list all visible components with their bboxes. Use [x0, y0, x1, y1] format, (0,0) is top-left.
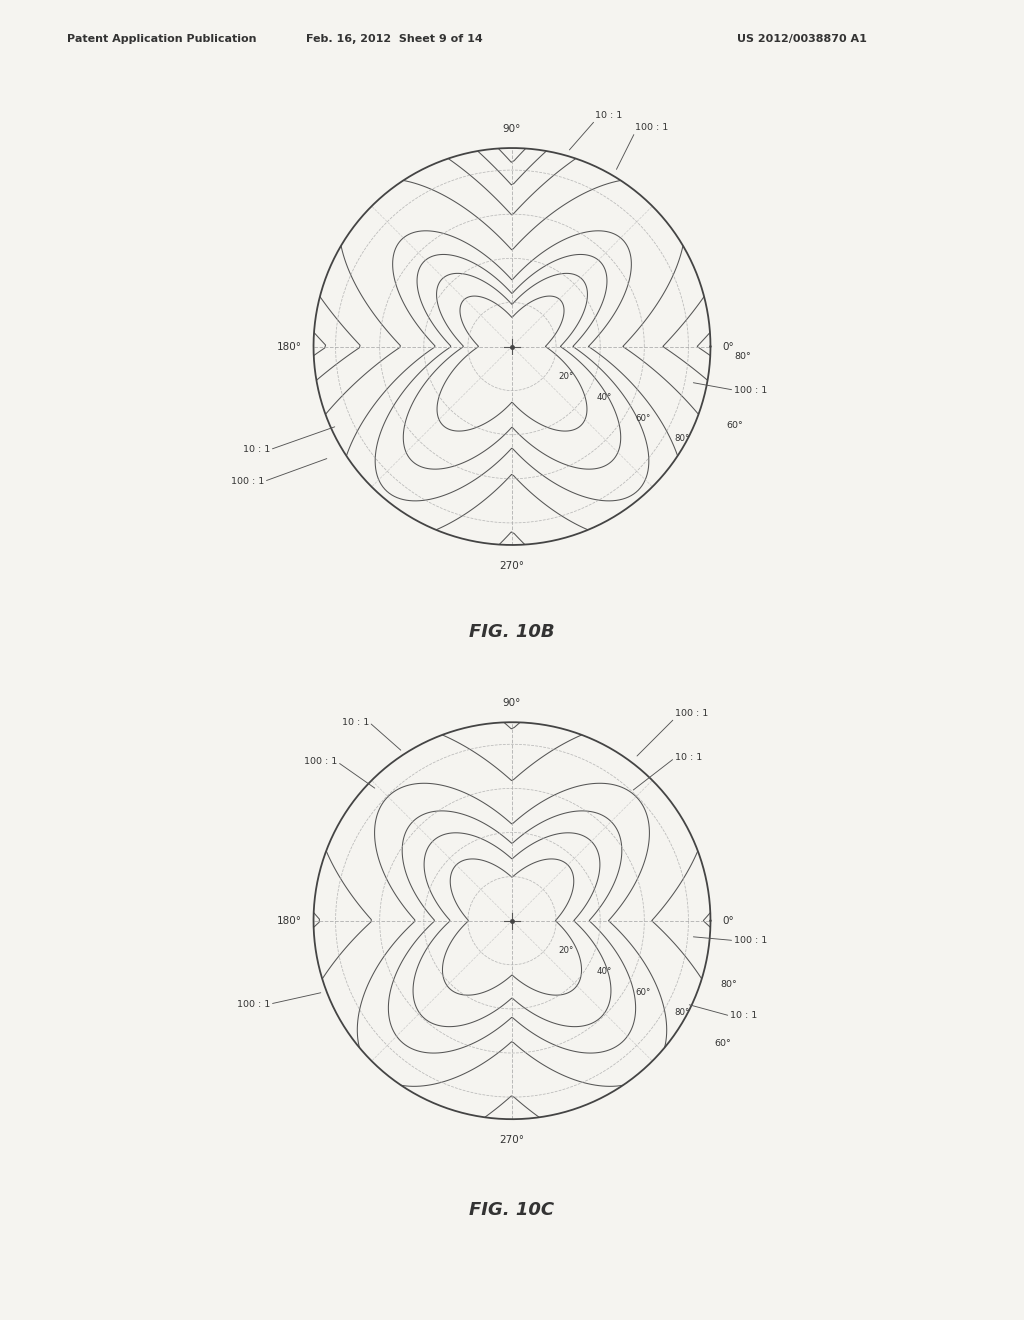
Text: 90°: 90° — [503, 124, 521, 135]
Text: 60°: 60° — [636, 987, 651, 997]
Text: 100 : 1: 100 : 1 — [635, 123, 669, 132]
Text: 270°: 270° — [500, 1135, 524, 1144]
Text: 100 : 1: 100 : 1 — [675, 709, 708, 718]
Text: 90°: 90° — [503, 698, 521, 709]
Text: Patent Application Publication: Patent Application Publication — [67, 33, 256, 44]
Text: US 2012/0038870 A1: US 2012/0038870 A1 — [737, 33, 867, 44]
Text: 100 : 1: 100 : 1 — [237, 999, 270, 1008]
Text: 80°: 80° — [721, 979, 737, 989]
Text: 10 : 1: 10 : 1 — [243, 445, 270, 454]
Text: 20°: 20° — [558, 946, 573, 956]
Text: 60°: 60° — [726, 421, 743, 430]
Text: 100 : 1: 100 : 1 — [304, 758, 337, 767]
Text: 60°: 60° — [715, 1039, 731, 1048]
Text: 100 : 1: 100 : 1 — [230, 477, 264, 486]
Text: FIG. 10B: FIG. 10B — [469, 623, 555, 642]
Text: 180°: 180° — [276, 342, 302, 351]
Text: 270°: 270° — [500, 561, 524, 570]
Text: 10 : 1: 10 : 1 — [730, 1011, 758, 1020]
Text: 80°: 80° — [675, 1008, 690, 1018]
Text: 0°: 0° — [722, 916, 734, 925]
Text: 60°: 60° — [636, 413, 651, 422]
Text: 80°: 80° — [675, 434, 690, 444]
Text: 180°: 180° — [276, 916, 302, 925]
Text: 100 : 1: 100 : 1 — [734, 936, 768, 945]
Text: 0°: 0° — [722, 342, 734, 351]
Text: FIG. 10C: FIG. 10C — [469, 1201, 555, 1220]
Text: 80°: 80° — [734, 352, 751, 360]
Text: 10 : 1: 10 : 1 — [342, 718, 369, 727]
Text: 20°: 20° — [558, 372, 573, 381]
Text: 10 : 1: 10 : 1 — [675, 754, 702, 763]
Text: 100 : 1: 100 : 1 — [734, 385, 768, 395]
Text: 10 : 1: 10 : 1 — [595, 111, 623, 120]
Text: 40°: 40° — [597, 968, 612, 975]
Text: Feb. 16, 2012  Sheet 9 of 14: Feb. 16, 2012 Sheet 9 of 14 — [306, 33, 482, 44]
Text: 40°: 40° — [597, 393, 612, 401]
